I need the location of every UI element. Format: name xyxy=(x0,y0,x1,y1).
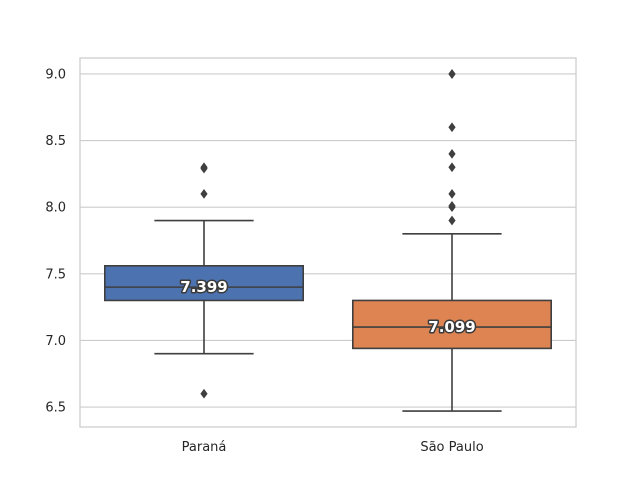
y-tick-label: 9.0 xyxy=(45,67,66,82)
y-tick-label: 6.5 xyxy=(45,401,66,416)
box xyxy=(104,265,304,302)
y-tick-label: 8.0 xyxy=(45,201,66,216)
box-plot-series xyxy=(104,69,552,412)
y-tick-label: 8.5 xyxy=(45,134,66,149)
y-tick-label: 7.5 xyxy=(45,267,66,282)
outlier-point xyxy=(448,201,456,211)
y-axis-ticks: 6.5 7.0 7.5 8.0 8.5 9.0 xyxy=(45,67,66,415)
outlier-point xyxy=(448,162,456,173)
outlier-point xyxy=(448,149,456,159)
outlier-point xyxy=(448,69,456,79)
x-tick-label: Paraná xyxy=(182,440,227,455)
outlier-point xyxy=(200,189,208,199)
median-value-label: 7.099 xyxy=(428,318,475,336)
outlier-point xyxy=(448,122,456,133)
box-group xyxy=(351,69,552,412)
box xyxy=(351,299,552,350)
y-tick-label: 7.0 xyxy=(45,334,66,349)
grid-lines xyxy=(80,73,576,408)
outlier-point xyxy=(448,215,456,226)
box-group xyxy=(104,162,304,399)
outlier-point xyxy=(200,388,208,399)
plot-area-frame xyxy=(79,57,577,428)
median-value-label: 7.399 xyxy=(180,278,227,296)
x-tick-label: São Paulo xyxy=(420,440,483,455)
outlier-point xyxy=(200,163,208,174)
median-labels: 7.399 7.099 xyxy=(179,277,477,338)
outlier-point xyxy=(448,189,456,199)
x-axis-ticks: Paraná São Paulo xyxy=(182,440,484,455)
